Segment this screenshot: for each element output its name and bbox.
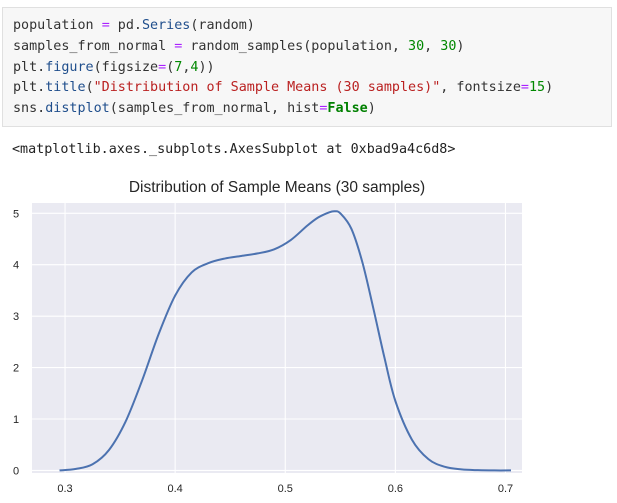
code-token: plt.	[13, 80, 46, 96]
code-editor[interactable]: population = pd.Series(random) samples_f…	[13, 16, 553, 120]
code-token: distplot	[45, 101, 110, 117]
code-token: random_samples(population,	[182, 38, 409, 54]
code-token: =	[520, 80, 529, 96]
code-token: sns.	[13, 101, 46, 117]
code-token: , fontsize	[440, 80, 521, 96]
code-token: =	[101, 18, 110, 33]
code-token: 4	[190, 59, 199, 75]
code-line: plt.figure(figsize=(7,4))	[13, 60, 215, 75]
code-token: (	[85, 80, 94, 96]
x-tick-label: 0.4	[167, 483, 182, 495]
code-line: sns.distplot(samples_from_normal, hist=F…	[13, 101, 376, 116]
distribution-plot: Distribution of Sample Means (30 samples…	[13, 179, 522, 495]
code-token: pd.	[109, 18, 142, 33]
code-token: 30	[440, 38, 457, 54]
code-cell[interactable]: population = pd.Series(random) samples_f…	[2, 7, 612, 127]
x-tick-label: 0.3	[57, 483, 72, 495]
y-tick-label: 5	[13, 208, 19, 220]
code-token: ,	[182, 59, 191, 75]
code-token: False	[327, 101, 368, 117]
code-token: population	[13, 18, 102, 33]
code-token: =	[319, 101, 328, 117]
code-token: 7	[174, 59, 183, 75]
y-tick-label: 2	[13, 363, 19, 375]
code-token: ))	[198, 59, 215, 75]
tick-labels: 0.3 0.4 0.5 0.6 0.7 0 1 2 3 4 5	[13, 208, 513, 495]
y-tick-label: 4	[13, 260, 19, 272]
code-line: plt.title("Distribution of Sample Means …	[13, 80, 553, 95]
code-token: )	[367, 101, 376, 117]
code-token: figure	[45, 59, 94, 75]
code-token: Series	[142, 18, 191, 33]
y-tick-label: 0	[13, 465, 19, 477]
code-token: =	[174, 38, 183, 54]
code-token: "Distribution of Sample Means (30 sample…	[93, 80, 441, 96]
x-tick-label: 0.5	[278, 483, 293, 495]
code-token: samples_from_normal	[13, 38, 175, 54]
chart-title: Distribution of Sample Means (30 samples…	[129, 179, 425, 196]
kde-curve	[59, 210, 511, 472]
grid-lines	[32, 203, 522, 473]
code-token: ,	[424, 38, 441, 54]
code-line: samples_from_normal = random_samples(pop…	[13, 39, 464, 54]
code-line: population = pd.Series(random)	[13, 18, 255, 33]
code-token: )	[545, 80, 554, 96]
code-token: )	[456, 38, 465, 54]
code-token: title	[45, 80, 86, 96]
code-token: =	[158, 59, 167, 75]
code-token: (samples_from_normal, hist	[109, 101, 320, 117]
code-token: (	[166, 59, 175, 75]
x-tick-label: 0.6	[388, 483, 403, 495]
cell-output-text: <matplotlib.axes._subplots.AxesSubplot a…	[12, 142, 456, 157]
code-token: 30	[408, 38, 425, 54]
code-token: (figsize	[93, 59, 159, 75]
x-tick-label: 0.7	[498, 483, 513, 495]
code-token: 15	[528, 80, 546, 96]
y-tick-label: 3	[13, 311, 19, 323]
plot-background	[32, 203, 522, 473]
y-tick-label: 1	[13, 414, 19, 426]
code-token: (random)	[190, 18, 255, 33]
code-token: plt.	[13, 59, 46, 75]
